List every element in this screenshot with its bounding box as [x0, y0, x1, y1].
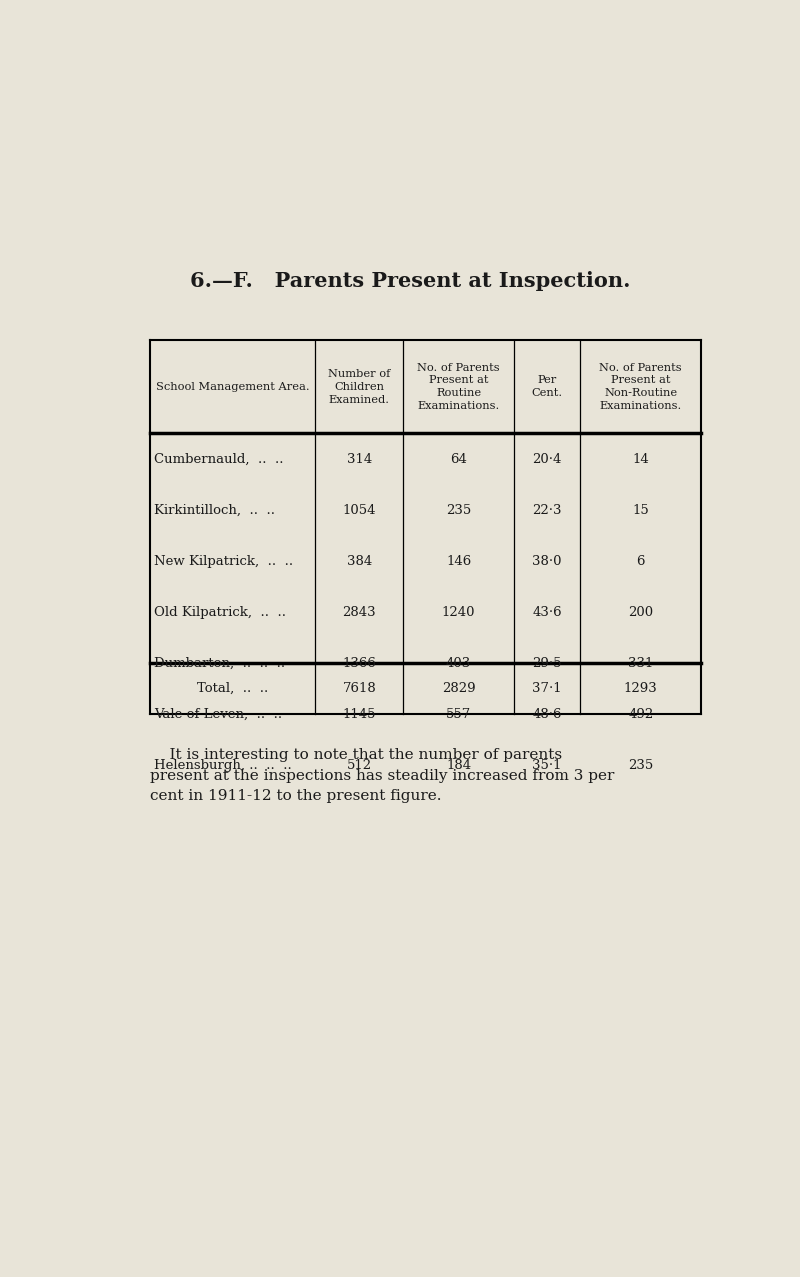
Text: 2829: 2829 — [442, 682, 475, 695]
Text: 48·6: 48·6 — [532, 709, 562, 722]
Text: New Kilpatrick,  ..  ..: New Kilpatrick, .. .. — [154, 554, 293, 568]
Text: 1240: 1240 — [442, 605, 475, 619]
Text: 6: 6 — [637, 554, 645, 568]
Text: No. of Parents
Present at
Routine
Examinations.: No. of Parents Present at Routine Examin… — [418, 363, 500, 411]
Text: Per
Cent.: Per Cent. — [531, 375, 562, 398]
Text: 403: 403 — [446, 658, 471, 670]
Text: 38·0: 38·0 — [532, 554, 562, 568]
Text: 1145: 1145 — [342, 709, 376, 722]
Text: 15: 15 — [632, 503, 649, 517]
Text: No. of Parents
Present at
Non-Routine
Examinations.: No. of Parents Present at Non-Routine Ex… — [599, 363, 682, 411]
Text: 7618: 7618 — [342, 682, 376, 695]
Text: 29·5: 29·5 — [532, 658, 562, 670]
Text: 557: 557 — [446, 709, 471, 722]
Text: 184: 184 — [446, 760, 471, 773]
Text: 35·1: 35·1 — [532, 760, 562, 773]
Text: 37·1: 37·1 — [532, 682, 562, 695]
Text: 235: 235 — [628, 760, 654, 773]
Text: Old Kilpatrick,  ..  ..: Old Kilpatrick, .. .. — [154, 605, 286, 619]
Text: It is interesting to note that the number of parents
present at the inspections : It is interesting to note that the numbe… — [150, 748, 614, 803]
Text: 314: 314 — [346, 452, 372, 466]
Text: Cumbernauld,  ..  ..: Cumbernauld, .. .. — [154, 452, 283, 466]
Text: 331: 331 — [628, 658, 654, 670]
Text: 1366: 1366 — [342, 658, 376, 670]
Text: Vale of Leven,  ..  ..: Vale of Leven, .. .. — [154, 709, 282, 722]
Text: Kirkintilloch,  ..  ..: Kirkintilloch, .. .. — [154, 503, 275, 517]
Text: 492: 492 — [628, 709, 654, 722]
Text: 14: 14 — [632, 452, 649, 466]
Text: Number of
Children
Examined.: Number of Children Examined. — [328, 369, 390, 405]
Text: 512: 512 — [346, 760, 372, 773]
Text: 64: 64 — [450, 452, 467, 466]
Text: 22·3: 22·3 — [532, 503, 562, 517]
Text: 146: 146 — [446, 554, 471, 568]
Text: Dumbarton,  ..  ..  ..: Dumbarton, .. .. .. — [154, 658, 285, 670]
Text: 2843: 2843 — [342, 605, 376, 619]
Text: 384: 384 — [346, 554, 372, 568]
Text: Helensburgh, ..  ..  ..: Helensburgh, .. .. .. — [154, 760, 292, 773]
Text: 1054: 1054 — [342, 503, 376, 517]
Text: 43·6: 43·6 — [532, 605, 562, 619]
Text: 20·4: 20·4 — [532, 452, 562, 466]
Text: 200: 200 — [628, 605, 654, 619]
Text: 6.—F.   Parents Present at Inspection.: 6.—F. Parents Present at Inspection. — [190, 271, 630, 291]
Text: School Management Area.: School Management Area. — [155, 382, 309, 392]
Text: 235: 235 — [446, 503, 471, 517]
Text: Total,  ..  ..: Total, .. .. — [197, 682, 268, 695]
Text: 1293: 1293 — [624, 682, 658, 695]
